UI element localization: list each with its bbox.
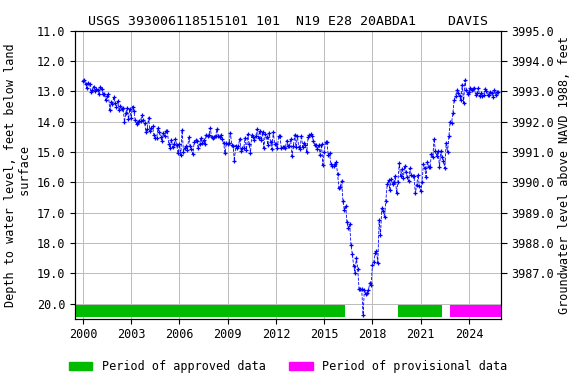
Y-axis label: Groundwater level above NAVD 1988, feet: Groundwater level above NAVD 1988, feet xyxy=(559,36,571,314)
Legend: Period of approved data, Period of provisional data: Period of approved data, Period of provi… xyxy=(64,356,512,378)
Title: USGS 393006118515101 101  N19 E28 20ABDA1    DAVIS: USGS 393006118515101 101 N19 E28 20ABDA1… xyxy=(88,15,488,28)
Y-axis label: Depth to water level, feet below land
 surface: Depth to water level, feet below land su… xyxy=(5,43,32,306)
